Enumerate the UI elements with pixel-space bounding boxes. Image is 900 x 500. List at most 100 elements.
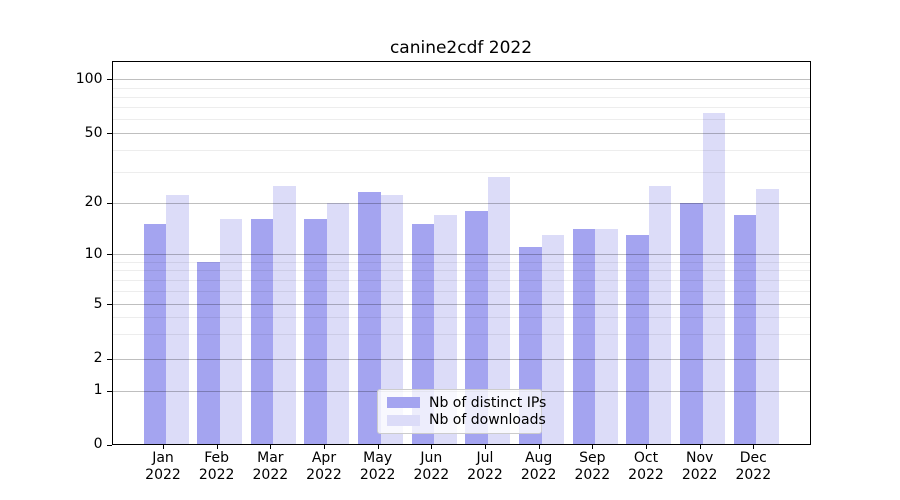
x-tick-month: Jan (152, 450, 174, 466)
bar-downloads-dec (756, 188, 779, 444)
x-tick-month: Aug (524, 450, 553, 466)
bar-downloads-jun (434, 214, 457, 444)
x-tick-label-nov: Nov 2022 (669, 450, 731, 484)
bar-downloads-feb (219, 219, 243, 444)
y-tick-label-20: 20 (84, 194, 103, 211)
bar-downloads-nov (702, 112, 726, 444)
gridline-minor-90 (112, 87, 810, 89)
bar-downloads-jan (166, 195, 189, 444)
gridline-major-100 (112, 79, 810, 81)
x-tick-month: Dec (739, 450, 767, 466)
gridline-minor-70 (112, 107, 810, 109)
x-tick-mark-feb (216, 445, 218, 449)
y-tick-label-100: 100 (75, 70, 103, 87)
y-tick-mark-1 (106, 390, 112, 392)
x-tick-year: 2022 (735, 467, 772, 483)
x-tick-year: 2022 (467, 467, 503, 483)
x-tick-mark-nov (699, 445, 701, 449)
x-tick-month: May (363, 450, 393, 466)
x-tick-mark-mar (270, 445, 272, 449)
y-tick-mark-2 (106, 358, 112, 360)
bar-distinct-ips-may (358, 192, 381, 444)
bar-distinct-ips-nov (680, 202, 703, 444)
x-tick-mark-oct (645, 445, 647, 449)
x-tick-month: Jul (476, 450, 494, 466)
y-tick-mark-100 (106, 79, 112, 81)
x-tick-year: 2022 (306, 467, 342, 483)
legend-swatch-downloads (387, 414, 420, 426)
bar-downloads-apr (326, 202, 350, 444)
bar-downloads-oct (648, 185, 672, 444)
legend-swatch-distinct-ips (387, 397, 420, 409)
x-tick-month: Mar (257, 450, 284, 466)
bar-distinct-ips-sep (572, 229, 596, 444)
x-tick-year: 2022 (520, 467, 557, 483)
bar-downloads-jul (487, 177, 511, 444)
y-tick-mark-10 (106, 254, 112, 255)
x-tick-label-mar: Mar 2022 (239, 450, 301, 484)
x-tick-label-feb: Feb 2022 (186, 450, 248, 484)
y-tick-mark-5 (106, 304, 112, 305)
y-tick-label-2: 2 (93, 350, 103, 366)
legend: Nb of distinct IPs Nb of downloads (377, 389, 546, 434)
x-tick-mark-jan (163, 445, 164, 449)
x-tick-label-dec: Dec 2022 (722, 450, 784, 484)
legend-item-distinct-ips: Nb of distinct IPs (387, 395, 546, 411)
bar-downloads-aug (541, 234, 565, 444)
x-tick-label-may: May 2022 (347, 450, 409, 484)
plot-area (111, 60, 811, 445)
bar-distinct-ips-oct (626, 234, 649, 444)
x-tick-year: 2022 (359, 467, 396, 483)
x-tick-mark-may (377, 445, 379, 449)
x-tick-label-oct: Oct 2022 (615, 450, 677, 484)
x-tick-mark-jul (484, 445, 486, 449)
y-tick-mark-0 (106, 444, 112, 446)
x-tick-year: 2022 (574, 467, 611, 483)
x-tick-label-apr: Apr 2022 (293, 450, 355, 484)
legend-item-downloads: Nb of downloads (387, 412, 546, 428)
x-tick-year: 2022 (198, 467, 235, 483)
bar-distinct-ips-mar (250, 219, 274, 444)
x-tick-year: 2022 (681, 467, 718, 483)
x-tick-year: 2022 (252, 467, 289, 483)
x-tick-label-sep: Sep 2022 (561, 450, 623, 484)
x-tick-mark-aug (538, 445, 540, 449)
x-tick-month: Oct (633, 450, 659, 466)
bar-distinct-ips-apr (304, 219, 327, 444)
x-tick-month: Jun (420, 450, 443, 466)
x-tick-year: 2022 (145, 467, 181, 483)
x-tick-mark-dec (753, 445, 755, 449)
bar-downloads-mar (273, 185, 296, 444)
y-tick-mark-50 (106, 133, 112, 135)
bar-distinct-ips-feb (197, 261, 220, 444)
x-tick-label-jun: Jun 2022 (400, 450, 462, 484)
legend-label-downloads: Nb of downloads (429, 412, 546, 429)
bar-distinct-ips-dec (733, 214, 757, 444)
chart-title: canine2cdf 2022 (389, 38, 533, 58)
x-tick-month: Nov (685, 450, 714, 466)
x-tick-mark-sep (592, 445, 594, 449)
gridline-minor-80 (112, 96, 810, 98)
y-tick-label-10: 10 (84, 245, 103, 262)
legend-label-distinct-ips: Nb of distinct IPs (429, 394, 547, 411)
y-tick-label-1: 1 (93, 382, 103, 399)
x-tick-year: 2022 (628, 467, 664, 483)
bar-downloads-may (380, 195, 404, 444)
y-tick-mark-20 (106, 202, 112, 204)
x-tick-mark-apr (323, 445, 325, 449)
bar-distinct-ips-jan (143, 224, 166, 444)
x-tick-label-jul: Jul 2022 (454, 450, 516, 484)
x-tick-month: Feb (204, 450, 230, 466)
bar-distinct-ips-jul (465, 210, 488, 444)
x-tick-mark-jun (431, 445, 433, 449)
y-tick-label-5: 5 (93, 295, 103, 312)
y-tick-label-0: 0 (93, 436, 103, 452)
bar-distinct-ips-jun (411, 224, 435, 444)
x-tick-label-jan: Jan 2022 (132, 450, 194, 484)
bar-downloads-sep (595, 229, 618, 444)
y-tick-label-50: 50 (84, 124, 103, 141)
x-tick-year: 2022 (413, 467, 450, 483)
x-tick-label-aug: Aug 2022 (508, 450, 570, 484)
x-tick-month: Sep (579, 450, 606, 466)
